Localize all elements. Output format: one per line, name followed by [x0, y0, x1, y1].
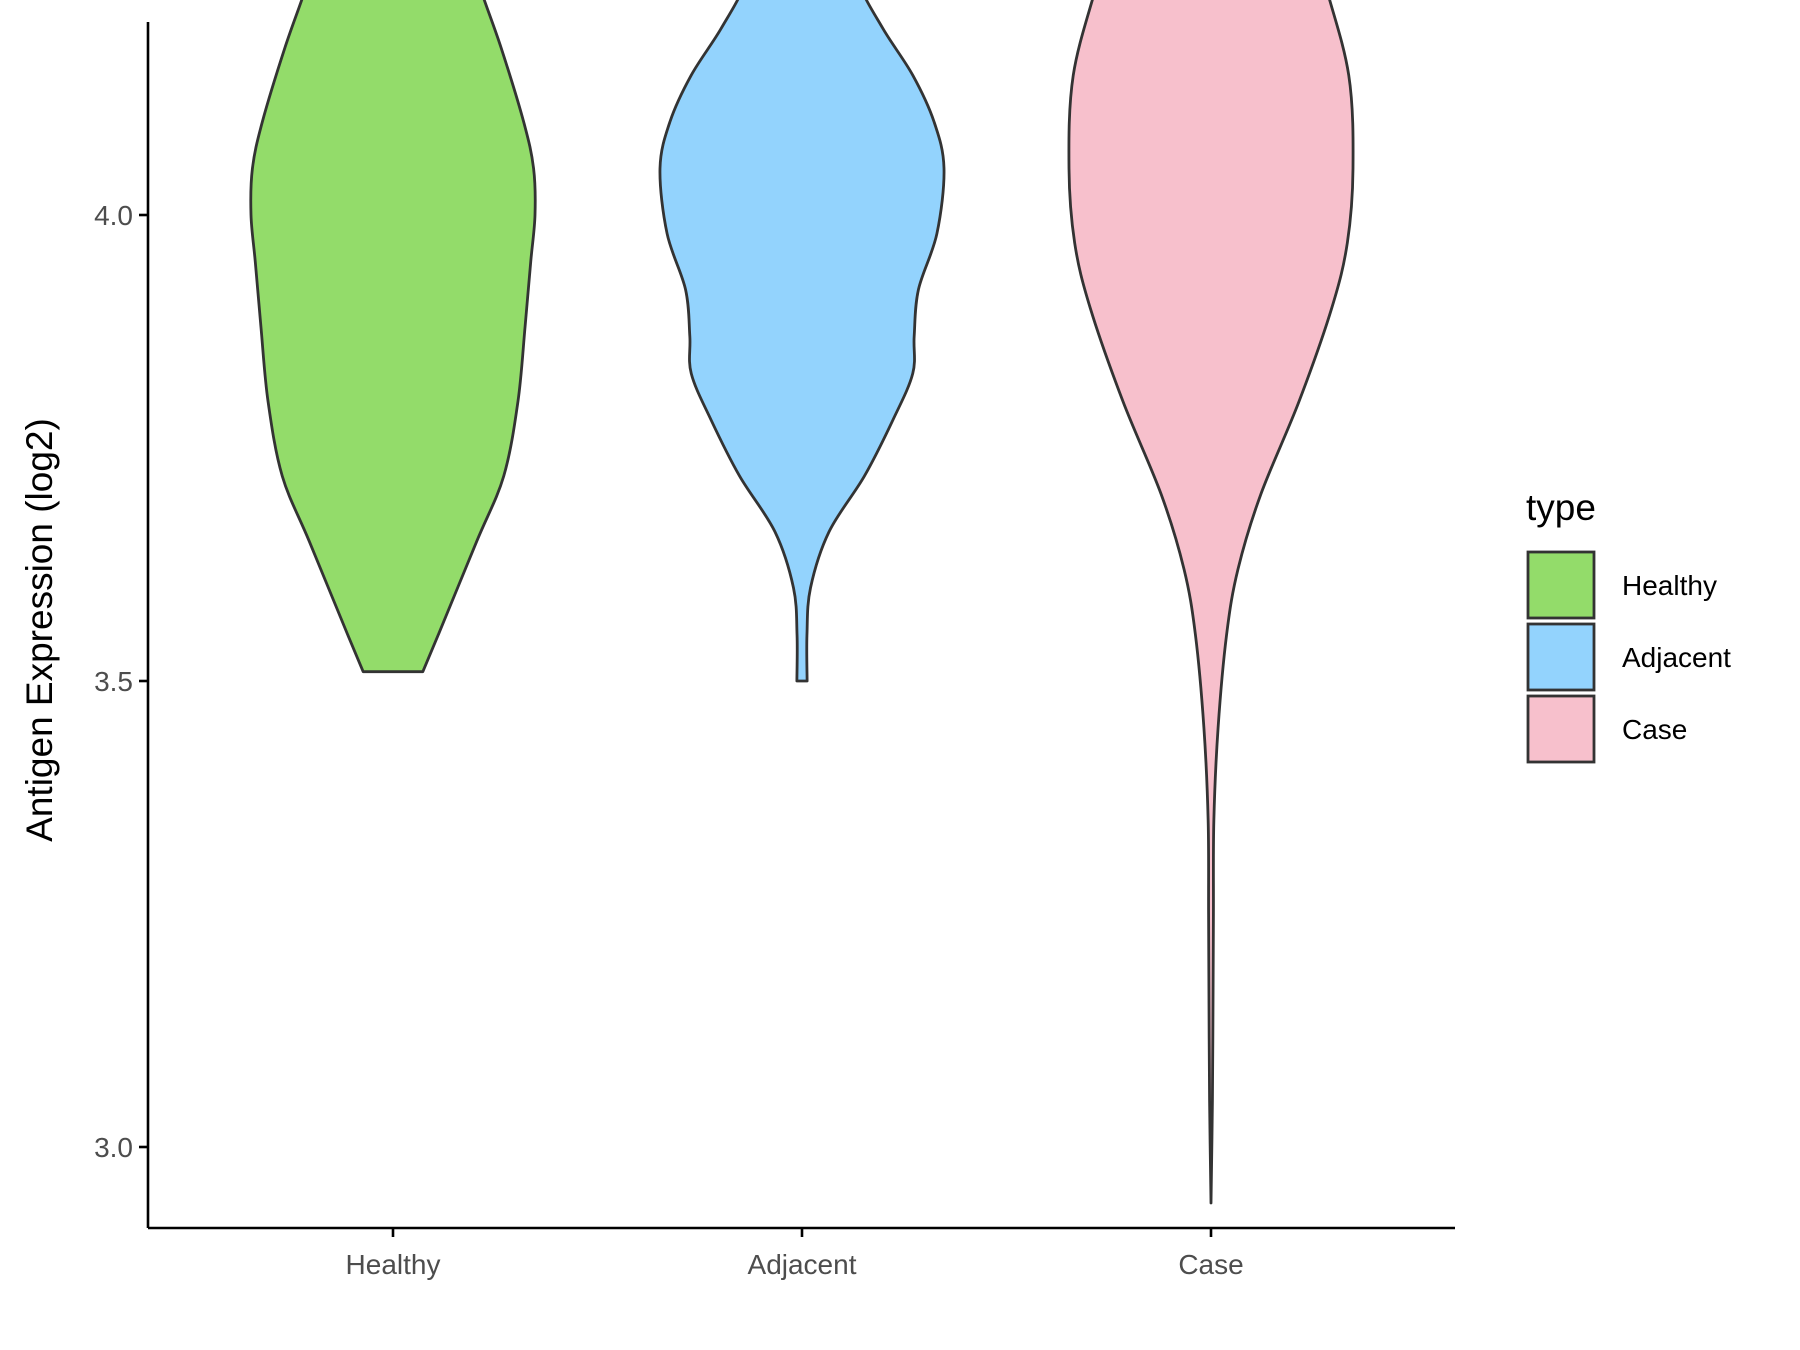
violin-healthy — [249, 0, 537, 674]
y-tick-label: 4.0 — [94, 200, 133, 231]
y-tick-label: 3.5 — [94, 666, 133, 697]
x-tick-label: Case — [1178, 1249, 1243, 1280]
violin-adjacent — [658, 0, 946, 683]
legend-label-adjacent: Adjacent — [1622, 642, 1731, 673]
legend-items: Healthy Adjacent Case — [1526, 550, 1731, 764]
legend-key-adjacent — [1526, 622, 1596, 692]
x-tick-label: Healthy — [346, 1249, 441, 1280]
x-axis-ticks: Healthy Adjacent Case — [346, 1228, 1244, 1280]
y-axis-ticks: 3.03.54.04.55.0 — [94, 200, 148, 1163]
legend-label-case: Case — [1622, 714, 1687, 745]
violin-layer — [249, 0, 1355, 1205]
legend-label-healthy: Healthy — [1622, 570, 1717, 601]
violin-case — [1067, 0, 1355, 1205]
y-tick-label: 3.0 — [94, 1132, 133, 1163]
legend-title: type — [1526, 487, 1596, 528]
legend-key-case — [1526, 694, 1596, 764]
x-tick-label: Adjacent — [748, 1249, 857, 1280]
legend-key-healthy — [1526, 550, 1596, 620]
legend: type Healthy Adjacent Case — [1526, 487, 1731, 764]
y-axis-title: Antigen Expression (log2) — [19, 418, 60, 842]
